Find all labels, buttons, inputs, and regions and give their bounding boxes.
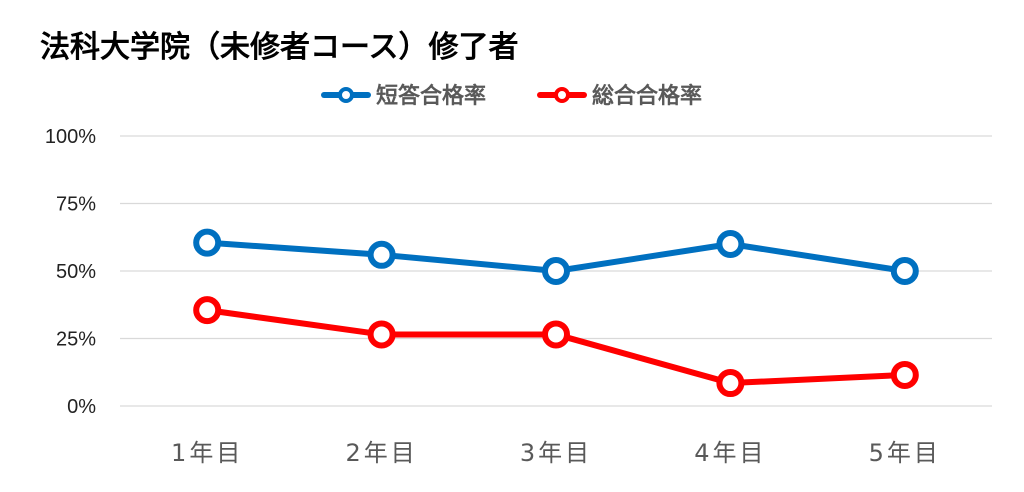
legend-item: 総合合格率: [537, 83, 702, 109]
y-tick-label: 50%: [56, 261, 96, 283]
x-category-label: 2年目: [345, 439, 417, 467]
chart-title: 法科大学院（未修者コース）修了者: [40, 30, 519, 65]
x-category-label: 4年目: [694, 439, 766, 467]
series-2: [193, 296, 919, 398]
data-point: [367, 320, 396, 349]
series-lines: [193, 228, 919, 398]
y-tick-label: 75%: [56, 194, 96, 216]
legend: 短答合格率 総合合格率: [321, 83, 702, 109]
legend-swatch-marker: [338, 87, 354, 103]
legend-swatch-marker: [554, 87, 570, 103]
y-tick-label: 100%: [45, 126, 96, 148]
x-category-label: 1年目: [171, 439, 243, 467]
y-tick-label: 0%: [67, 396, 96, 418]
legend-label: 短答合格率: [376, 83, 486, 109]
x-axis-category-labels: 1年目 2年目 3年目 4年目 5年目: [171, 439, 941, 467]
y-tick-label: 25%: [56, 329, 96, 351]
x-category-label: 5年目: [869, 439, 941, 467]
data-point: [193, 228, 222, 257]
x-category-label: 3年目: [520, 439, 592, 467]
data-point: [367, 240, 396, 269]
data-point: [890, 360, 919, 389]
data-point: [193, 296, 222, 325]
legend-item: 短答合格率: [321, 83, 486, 109]
series-1: [193, 228, 919, 285]
data-point: [542, 320, 570, 349]
data-point: [716, 369, 745, 398]
legend-label: 総合合格率: [592, 83, 702, 109]
y-axis-tick-labels: 0% 25% 50% 75% 100%: [45, 126, 96, 418]
data-point: [542, 257, 570, 285]
data-point: [716, 230, 745, 258]
data-point: [890, 257, 919, 285]
